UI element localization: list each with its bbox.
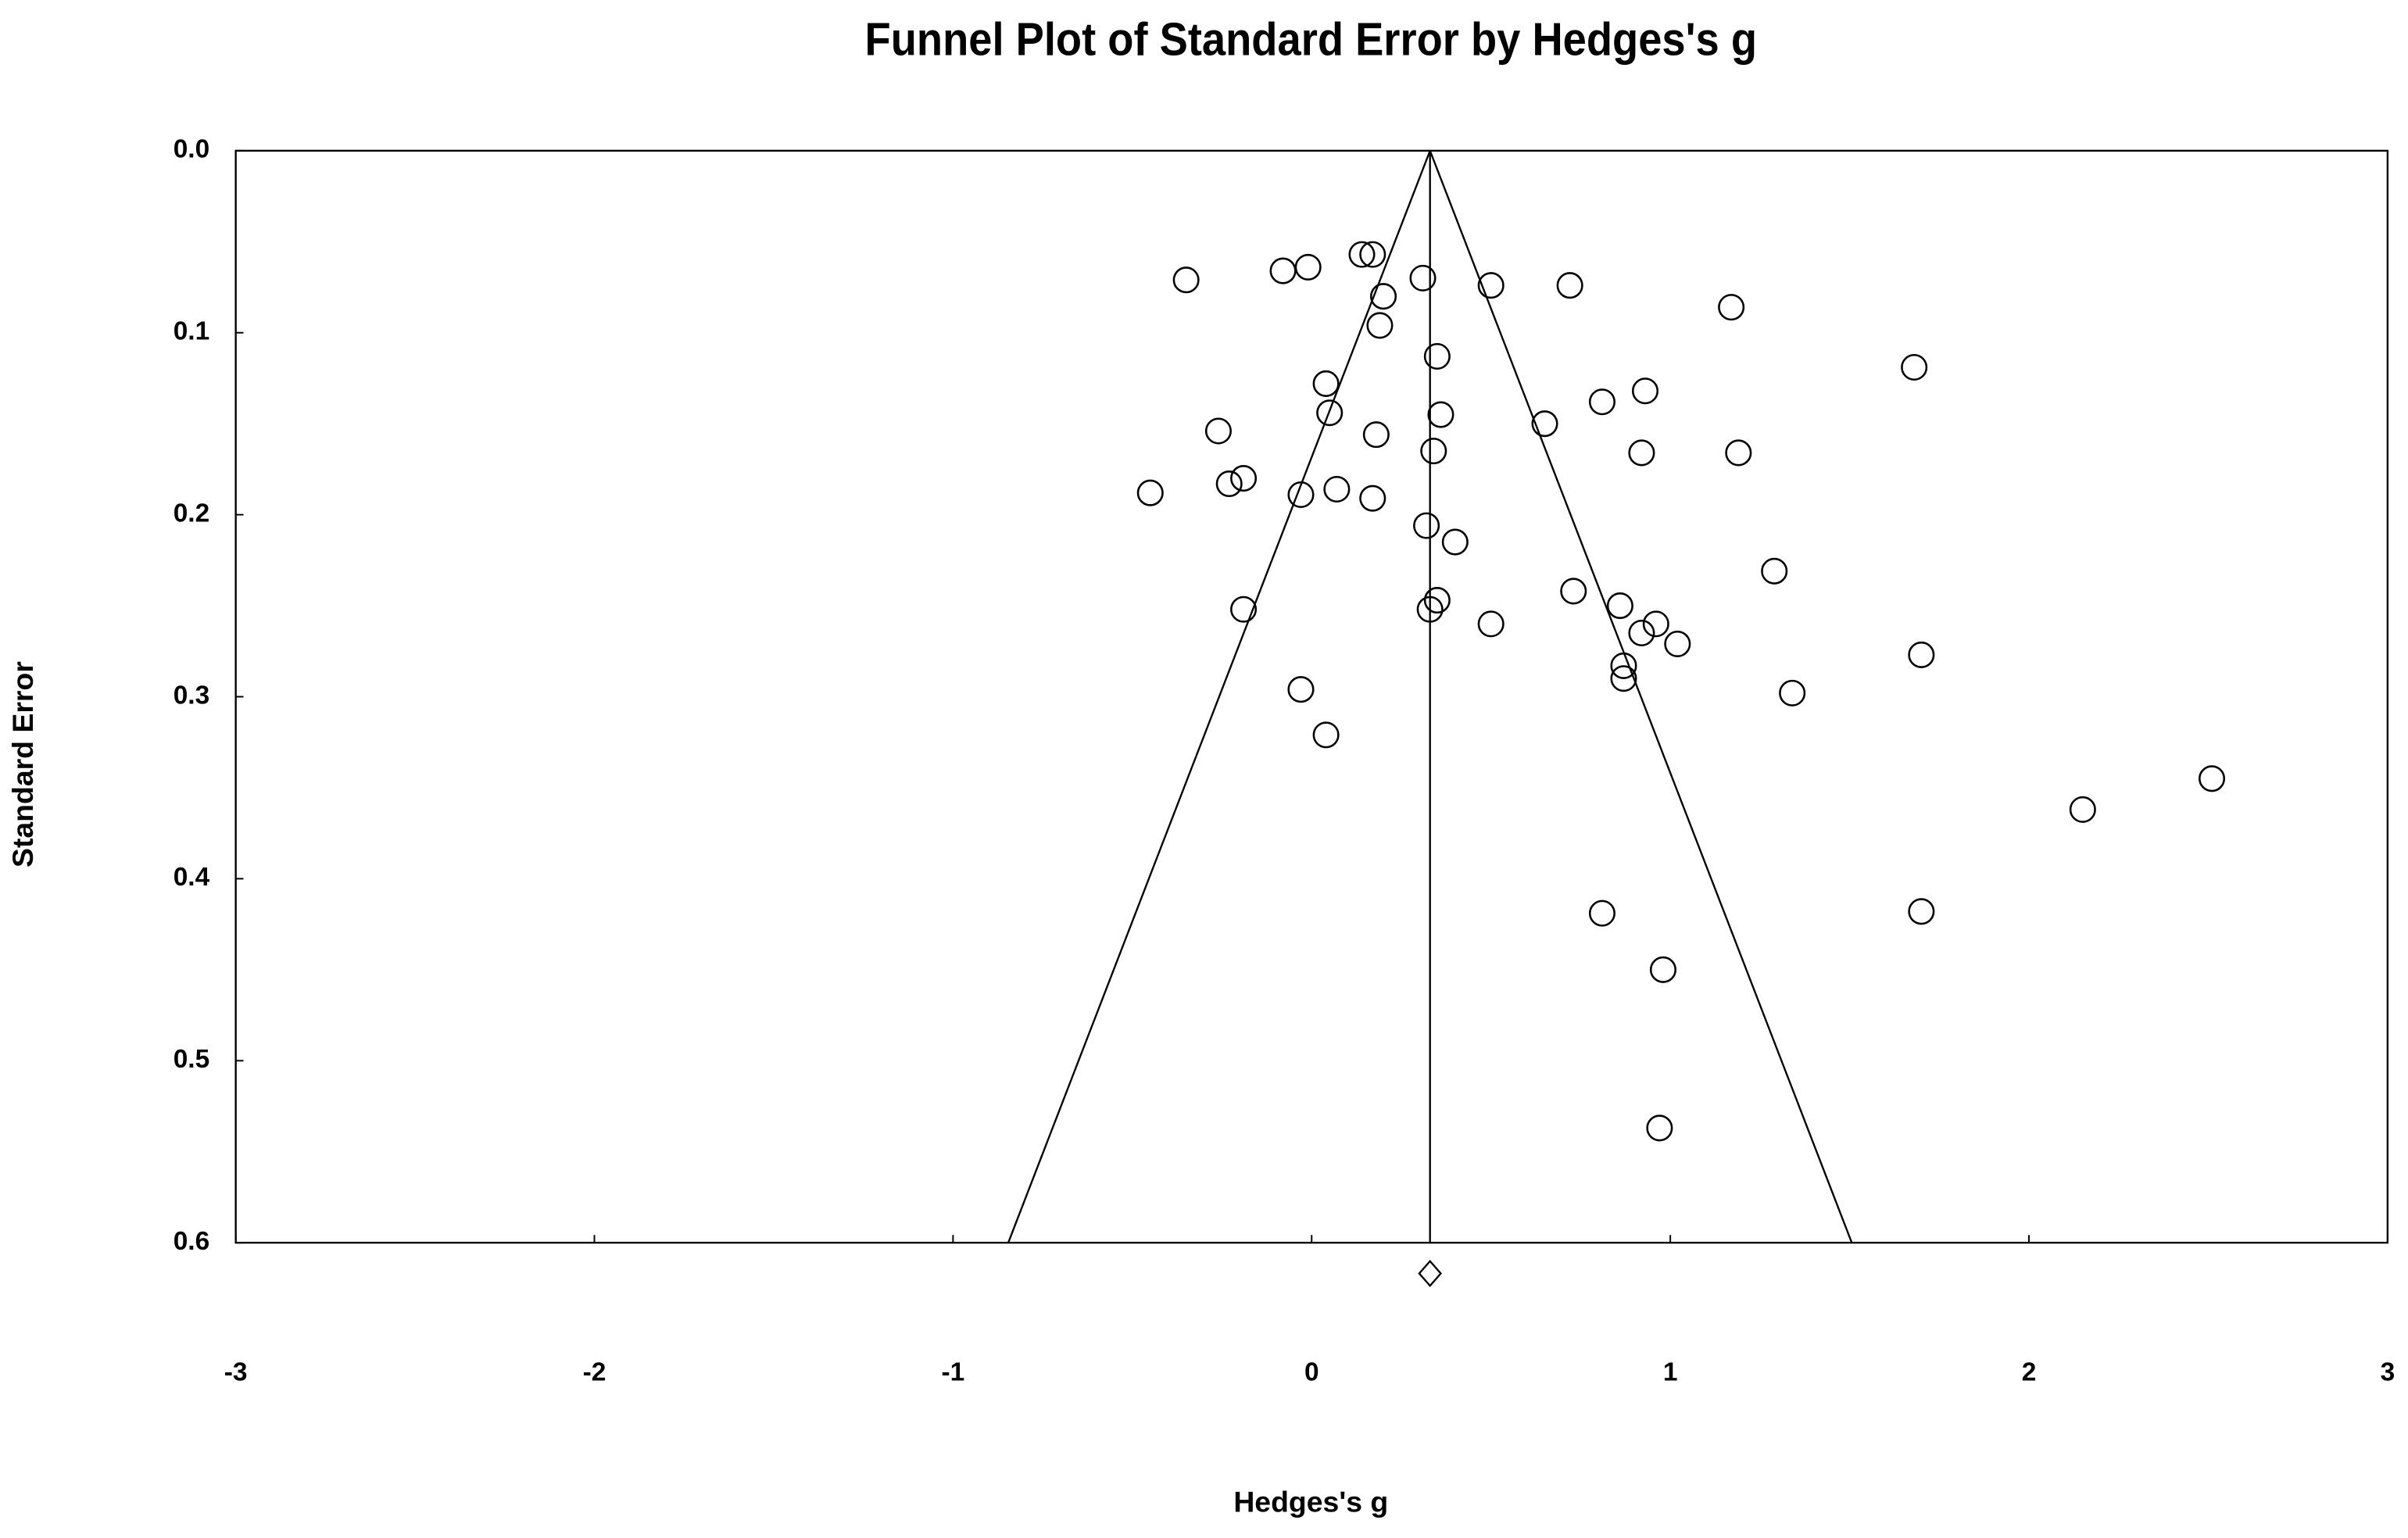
study-point — [1215, 470, 1243, 498]
study-point — [1588, 388, 1615, 416]
study-point — [1136, 479, 1164, 506]
study-point — [1664, 630, 1691, 657]
y-axis-label: Standard Error — [6, 661, 39, 867]
study-point — [1441, 528, 1469, 556]
study-point — [1204, 417, 1232, 445]
funnel-right — [1429, 150, 1853, 1243]
study-point — [1631, 377, 1659, 405]
study-point — [1610, 652, 1637, 679]
study-point — [1610, 665, 1637, 692]
summary-diamond — [1418, 1259, 1443, 1288]
study-point — [1606, 592, 1633, 620]
study-point — [1761, 557, 1788, 585]
study-point — [1646, 1114, 1673, 1142]
chart-title: Funnel Plot of Standard Error by Hedges'… — [865, 15, 1757, 66]
study-point — [1642, 610, 1669, 638]
study-point — [1531, 410, 1558, 438]
x-tick-label: 0 — [1304, 1357, 1319, 1386]
y-tick-label: 0.3 — [174, 681, 209, 710]
study-point — [1649, 956, 1676, 983]
study-point — [1287, 676, 1315, 703]
study-point — [1230, 465, 1258, 492]
y-tick-label: 0.2 — [174, 499, 209, 528]
x-axis-label: Hedges's g — [1233, 1486, 1388, 1518]
study-point — [1413, 512, 1440, 539]
study-point — [1427, 401, 1454, 428]
study-point — [1420, 438, 1447, 465]
x-tick-label: -2 — [583, 1357, 606, 1386]
y-tick-label: 0.1 — [174, 317, 209, 346]
study-point — [1359, 241, 1386, 268]
x-tick-label: -3 — [224, 1357, 248, 1386]
study-point — [1477, 272, 1505, 299]
study-point — [1230, 596, 1258, 623]
study-point — [1409, 264, 1437, 292]
x-tick-label: 3 — [2381, 1357, 2395, 1386]
study-point — [1556, 272, 1583, 299]
study-point — [1359, 485, 1386, 512]
y-tick-label: 0.6 — [174, 1227, 209, 1256]
study-point — [1908, 641, 1935, 668]
study-point — [1779, 679, 1806, 706]
x-tick-label: 1 — [1663, 1357, 1678, 1386]
study-point — [1477, 610, 1505, 638]
study-point — [1294, 253, 1322, 281]
study-point — [1370, 283, 1397, 310]
study-point — [1725, 439, 1752, 467]
study-point — [1269, 257, 1297, 284]
study-point — [1588, 900, 1615, 927]
y-tick-label: 0.0 — [174, 135, 209, 164]
study-point — [2199, 765, 2226, 792]
study-point — [1628, 619, 1655, 647]
study-point — [1316, 399, 1344, 427]
study-point — [1908, 898, 1935, 925]
study-point — [1172, 266, 1200, 294]
study-point — [1312, 721, 1340, 749]
study-point — [1312, 370, 1340, 397]
study-point — [1362, 421, 1390, 449]
study-point — [1901, 353, 1928, 381]
y-tick-label: 0.5 — [174, 1045, 209, 1074]
study-point — [1366, 312, 1394, 339]
study-point — [1416, 596, 1444, 623]
study-point — [2069, 796, 2096, 823]
study-point — [1423, 587, 1451, 614]
study-point — [1560, 578, 1587, 605]
study-point — [1323, 475, 1351, 503]
y-tick-label: 0.4 — [174, 863, 210, 892]
study-point — [1718, 294, 1745, 321]
funnel-left — [1007, 150, 1431, 1243]
study-point — [1348, 241, 1376, 268]
study-point — [1423, 342, 1451, 370]
study-point — [1628, 439, 1655, 467]
x-tick-label: 2 — [2022, 1357, 2037, 1386]
x-tick-label: -1 — [942, 1357, 965, 1386]
study-point — [1287, 481, 1315, 509]
